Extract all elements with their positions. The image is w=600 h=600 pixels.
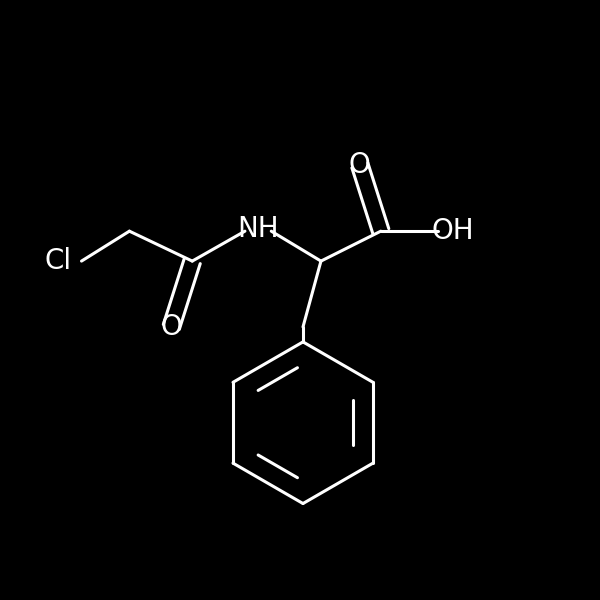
Text: O: O xyxy=(160,313,182,341)
Text: O: O xyxy=(349,151,371,179)
Text: NH: NH xyxy=(237,215,279,243)
Text: OH: OH xyxy=(431,217,474,245)
Text: Cl: Cl xyxy=(44,247,71,275)
